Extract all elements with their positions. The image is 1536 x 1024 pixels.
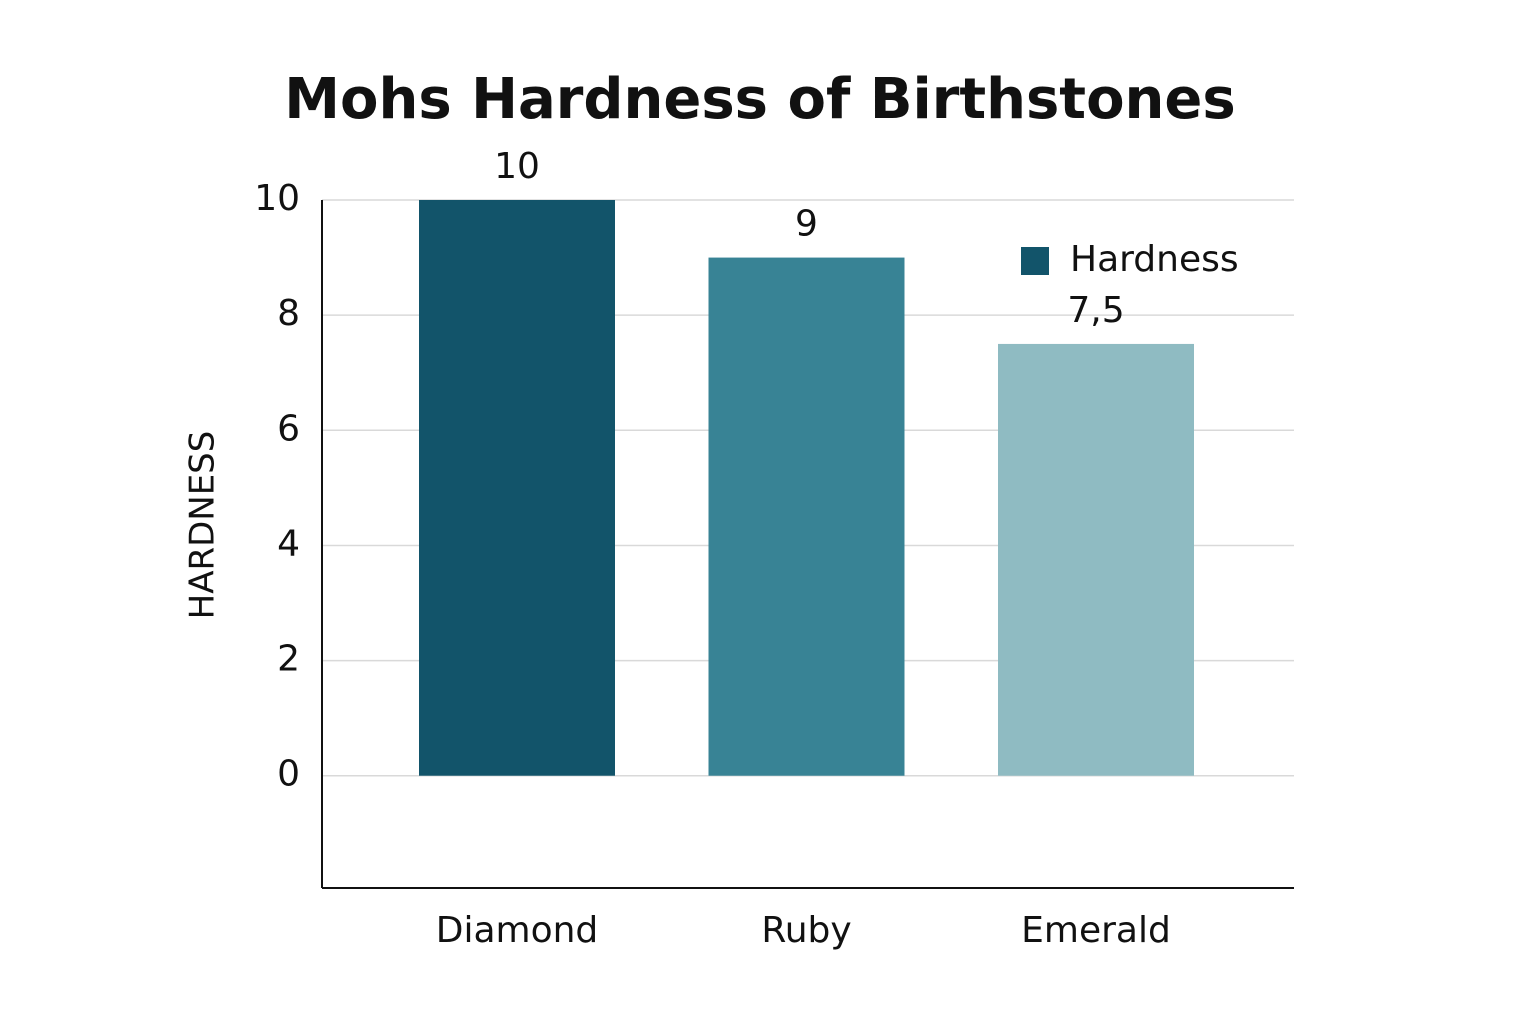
bar <box>419 200 615 776</box>
x-tick-label: Diamond <box>436 910 599 951</box>
y-tick-label: 4 <box>277 523 300 564</box>
bar <box>998 343 1194 776</box>
legend-label: Hardness <box>1070 239 1239 280</box>
x-tick-label: Ruby <box>761 910 851 951</box>
y-tick-label: 8 <box>277 293 300 334</box>
value-label: 9 <box>795 204 818 245</box>
value-label: 10 <box>494 146 540 187</box>
y-tick-label: 10 <box>254 178 300 219</box>
bar <box>708 257 905 776</box>
y-tick-label: 2 <box>277 639 300 680</box>
chart-title: Mohs Hardness of Birthstones <box>284 67 1235 132</box>
value-label: 7,5 <box>1067 290 1124 331</box>
legend-swatch <box>1021 247 1049 275</box>
y-axis-label: HARDNESS <box>183 431 223 620</box>
y-tick-label: 6 <box>277 408 300 449</box>
y-tick-label: 0 <box>277 754 300 795</box>
x-tick-label: Emerald <box>1021 910 1171 951</box>
